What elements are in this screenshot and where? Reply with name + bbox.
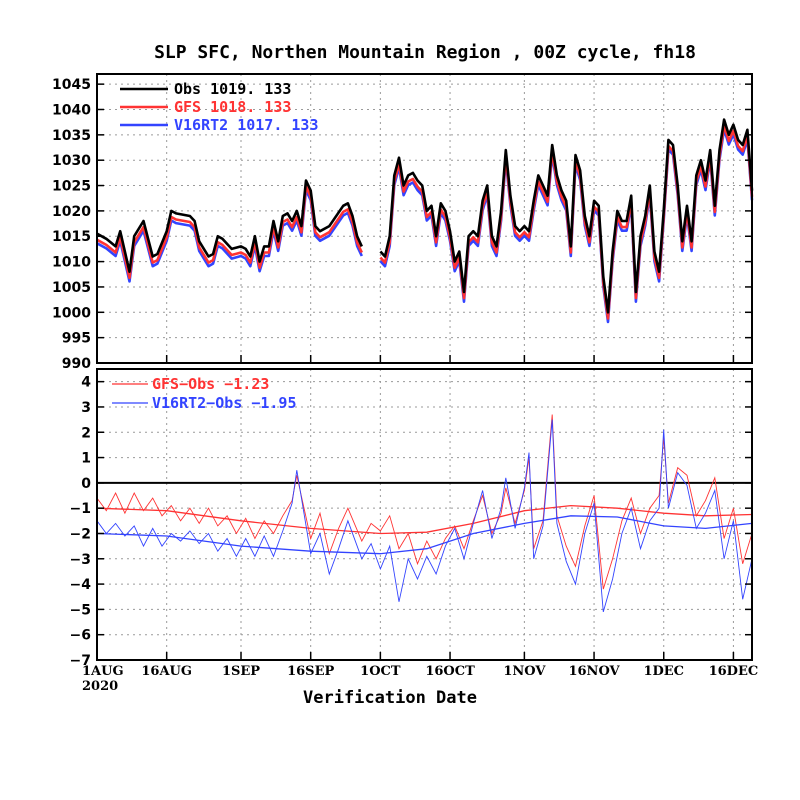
bottom-frame (96, 368, 753, 661)
x-tick-label: 16NOV (568, 664, 620, 679)
x-axis-label: Verification Date (303, 688, 477, 708)
series-line-v16rt2-obs (96, 419, 753, 613)
bottom-ytick-label: 0 (81, 476, 91, 492)
top-ytick-label: 1030 (52, 153, 91, 169)
x-tick-label: 16OCT (425, 664, 475, 679)
x-tick-label: 16SEP (287, 664, 334, 679)
top-ytick-label: 1045 (52, 77, 91, 93)
x-tick-label: 16AUG (141, 664, 192, 679)
series-line-gfs-obs (96, 414, 753, 590)
bottom-ytick-label: 3 (81, 400, 91, 416)
x-tick-year: 2020 (82, 679, 118, 694)
top-ytick-label: 1040 (52, 102, 91, 118)
gfs-legend-label: GFS 1018. 133 (174, 98, 291, 116)
top-ytick-label: 1000 (52, 305, 91, 321)
obs-legend-label: Obs 1019. 133 (174, 80, 291, 98)
top-ytick-label: 1035 (52, 128, 91, 144)
running-mean-v16rt2-obs (96, 515, 753, 555)
bottom-ytick-label: −6 (70, 628, 91, 644)
bottom-ytick-label: 4 (81, 375, 91, 391)
top-ytick-label: 1005 (52, 280, 91, 296)
top-ytick-label: 1020 (52, 204, 91, 220)
x-tick-label: 1OCT (360, 664, 401, 679)
bottom-ytick-label: −4 (70, 577, 92, 593)
v16rt2-legend-label: V16RT2 1017. 133 (174, 116, 319, 134)
top-ytick-label: 995 (62, 331, 91, 347)
top-ytick-label: 1010 (52, 255, 91, 271)
x-tick-label: 1NOV (503, 664, 546, 679)
series-line-obs (96, 118, 754, 314)
v16-obs-legend-label: V16RT2−Obs −1.95 (152, 394, 297, 412)
bottom-ytick-label: 1 (81, 451, 91, 467)
top-frame (96, 73, 753, 364)
top-ytick-label: 1015 (52, 229, 91, 245)
x-tick-label: 1DEC (643, 664, 684, 679)
x-tick-label: 1AUG (82, 664, 124, 679)
top-panel: 990 995 1000 1005 1010 1015 1020 1025 1030 1035 10… (52, 73, 754, 372)
top-ytick-label: 990 (62, 356, 91, 372)
bottom-ytick-label: −7 (70, 653, 91, 669)
bottom-panel: −7 −6 −5 −4 −3 −2 −1 0 1 2 3 4 GFS−Obs −1.23V16RT2−O… (70, 368, 753, 669)
chart-title: SLP SFC, Northen Mountain Region , 00Z c… (154, 42, 696, 63)
bottom-ytick-label: −1 (70, 501, 91, 517)
x-tick-label: 1SEP (222, 664, 260, 679)
bottom-ytick-label: −2 (70, 526, 91, 542)
top-ytick-label: 1025 (52, 179, 91, 195)
bottom-ytick-label: 2 (81, 425, 91, 441)
bottom-ytick-label: −3 (70, 552, 91, 568)
running-mean-gfs-obs (96, 504, 753, 535)
x-tick-label: 16DEC (709, 664, 759, 679)
bottom-ytick-label: −5 (70, 602, 91, 618)
gfs-obs-legend-label: GFS−Obs −1.23 (152, 375, 269, 393)
